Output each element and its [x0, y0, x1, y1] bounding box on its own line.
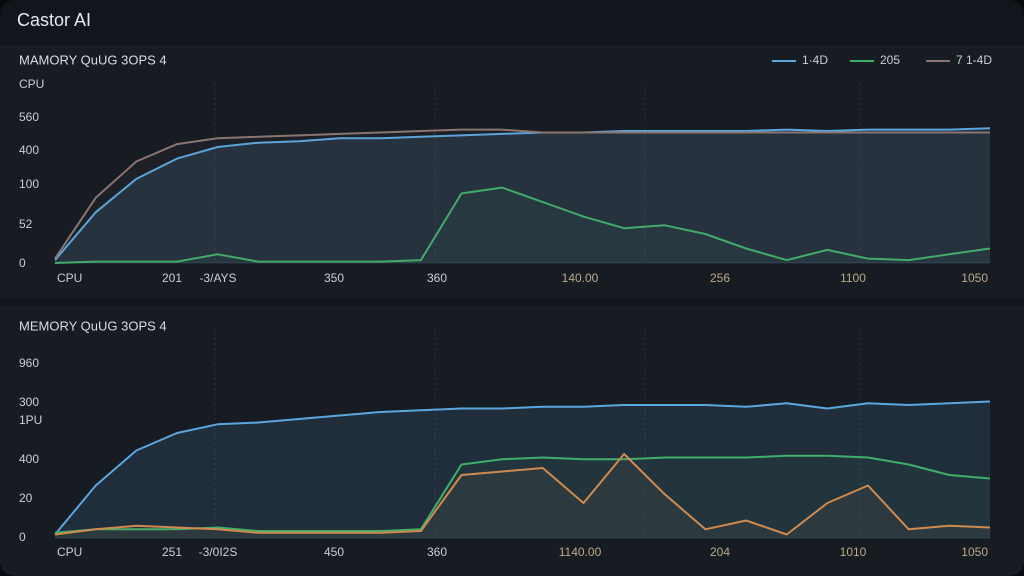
- series-line: [54, 127, 991, 261]
- series-area: [55, 187, 990, 263]
- y-label: 100: [19, 177, 39, 191]
- series-line: [54, 454, 991, 534]
- series-line: [54, 453, 991, 536]
- series-line: [54, 128, 990, 260]
- y-label: 0: [19, 256, 26, 270]
- x-label: 256: [710, 271, 730, 285]
- series-area: [55, 455, 990, 538]
- y-label: 400: [19, 143, 39, 157]
- y-label: 560: [19, 110, 39, 124]
- x-label: 360: [427, 545, 447, 559]
- x-label: CPU: [57, 271, 82, 285]
- x-label: -3/AYS: [199, 271, 236, 285]
- x-label: 1100: [840, 271, 866, 285]
- x-label: 140.00: [562, 271, 599, 285]
- y-label: 960: [19, 356, 39, 370]
- x-label: 360: [427, 271, 447, 285]
- y-label: 0: [19, 530, 26, 544]
- panel-bg: [0, 306, 1024, 576]
- x-label: 350: [324, 271, 344, 285]
- x-label: 1010: [840, 545, 867, 559]
- y-label: 20: [19, 491, 33, 505]
- series-area: [55, 129, 990, 263]
- x-label: 204: [710, 545, 730, 559]
- y-label: CPU: [19, 77, 44, 91]
- x-label: 1140.00: [559, 545, 602, 559]
- series-line: [54, 186, 991, 264]
- x-label: 1050: [961, 271, 988, 285]
- panel-title: MEMORY QuUG 3OPS 4: [19, 318, 167, 333]
- legend-label: 1·4D: [802, 53, 828, 67]
- legend-label: 7 1-4D: [956, 53, 992, 67]
- series-area: [55, 454, 990, 538]
- y-label: 300: [19, 395, 39, 409]
- x-label: 251: [162, 545, 182, 559]
- y-label: 52: [19, 217, 33, 231]
- app-title: Castor AI: [17, 10, 91, 30]
- legend-label: 205: [880, 53, 900, 67]
- panel-title: MAMORY QuUG 3OPS 4: [19, 52, 167, 67]
- x-label: 450: [324, 545, 344, 559]
- y-label: 1PU: [19, 413, 42, 427]
- x-label: 201: [162, 271, 182, 285]
- x-label: -3/0I2S: [199, 545, 238, 559]
- series-line: [54, 400, 991, 536]
- y-label: 400: [19, 452, 39, 466]
- x-label: CPU: [57, 545, 82, 559]
- x-label: 1050: [961, 545, 988, 559]
